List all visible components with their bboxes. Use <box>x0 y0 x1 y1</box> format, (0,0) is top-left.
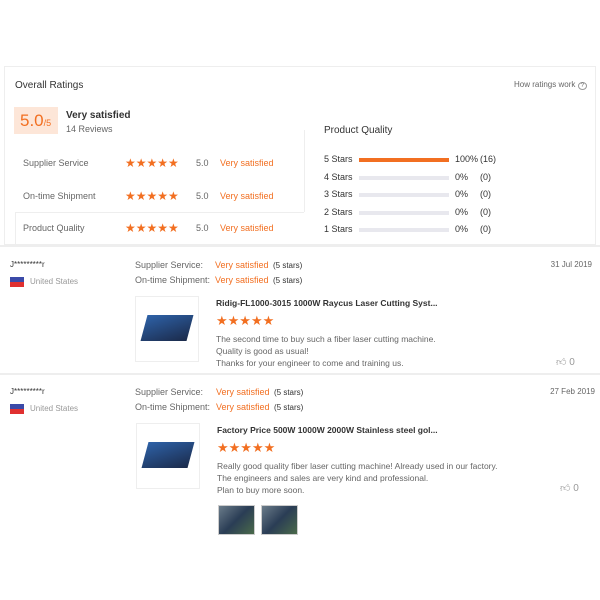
review-text-line: The engineers and sales are very kind an… <box>217 473 429 483</box>
how-ratings-work-link[interactable]: How ratings work ? <box>514 80 587 90</box>
reviewer-name: J*********r <box>10 260 45 269</box>
us-flag-icon <box>10 277 24 287</box>
like-count: 0 <box>569 357 575 368</box>
category-stars: ★★★★★ <box>125 189 179 203</box>
supplier-service-stars: (5 stars) <box>274 388 304 397</box>
category-value: 5.0 <box>196 191 209 201</box>
category-value: 5.0 <box>196 223 209 233</box>
thumbs-up-icon: 👍︎ <box>556 357 567 368</box>
review-photo-thumbnail[interactable] <box>218 505 255 535</box>
overall-ratings-title: Overall Ratings <box>15 80 84 91</box>
shipment-stars: (5 stars) <box>273 276 303 285</box>
review-text-line: The second time to buy such a fiber lase… <box>216 334 436 344</box>
category-name: Supplier Service <box>23 158 89 168</box>
dist-bar <box>359 193 449 197</box>
distribution-title: Product Quality <box>324 125 393 136</box>
product-image[interactable] <box>136 423 200 489</box>
category-name: On-time Shipment <box>23 191 96 201</box>
product-title-link[interactable]: Ridig-FL1000-3015 1000W Raycus Laser Cut… <box>216 298 438 308</box>
dist-label: 5 Stars <box>324 154 353 164</box>
review-text-line: Quality is good as usual! <box>216 346 309 356</box>
dist-percent: 0% <box>455 189 469 199</box>
dist-label: 1 Stars <box>324 224 353 234</box>
dist-bar <box>359 210 449 215</box>
dist-count: (0) <box>480 224 491 234</box>
product-title-link[interactable]: Factory Price 500W 1000W 2000W Stainless… <box>217 425 438 435</box>
help-icon: ? <box>577 82 587 90</box>
review-date: 27 Feb 2019 <box>550 387 595 396</box>
dist-percent: 0% <box>455 171 469 182</box>
like-button[interactable]: 👍︎ 0 <box>556 356 575 368</box>
reviewer-country: United States <box>30 277 79 286</box>
shipment-stars: (5 stars) <box>274 403 304 412</box>
supplier-service-value: Very satisfied <box>215 260 269 270</box>
shipment-value: Very satisfied <box>216 402 270 412</box>
dist-count: (0) <box>480 189 491 199</box>
dist-bar <box>359 158 449 162</box>
dist-percent: 100% <box>455 154 479 164</box>
review-text-line: Really good quality fiber laser cutting … <box>217 461 498 471</box>
reviewer-name: J*********r <box>10 387 45 396</box>
reviewer-country: United States <box>30 404 79 413</box>
supplier-service-label: Supplier Service: <box>135 387 204 397</box>
dist-label: 4 Stars <box>324 171 353 182</box>
review-text-line: Thanks for your engineer to come and tra… <box>216 358 404 368</box>
like-button[interactable]: 👍︎ 0 <box>560 482 579 494</box>
review-photo-thumbnail[interactable] <box>261 505 298 535</box>
dist-bar <box>359 228 449 232</box>
thumbs-up-icon: 👍︎ <box>560 483 571 494</box>
dist-count: (16) <box>480 154 497 164</box>
dist-bar <box>359 175 449 180</box>
like-count: 0 <box>573 483 579 494</box>
product-image[interactable] <box>135 296 199 362</box>
overall-score: 5.0/5 <box>14 107 58 134</box>
supplier-service-stars: (5 stars) <box>273 261 303 270</box>
category-label: Very satisfied <box>220 223 274 233</box>
category-stars: ★★★★★ <box>125 221 179 235</box>
category-name: Product Quality <box>23 223 85 233</box>
dist-percent: 0% <box>455 224 469 234</box>
review-stars: ★★★★★ <box>216 313 275 328</box>
shipment-label: On-time Shipment: <box>135 402 211 412</box>
shipment-value: Very satisfied <box>215 275 269 285</box>
category-label: Very satisfied <box>220 191 274 201</box>
shipment-label: On-time Shipment: <box>135 275 211 285</box>
category-stars: ★★★★★ <box>125 156 179 170</box>
review-count: 14 Reviews <box>66 124 113 134</box>
supplier-service-label: Supplier Service: <box>135 260 204 270</box>
dist-count: (0) <box>480 171 491 182</box>
review-date: 31 Jul 2019 <box>550 260 592 269</box>
category-label: Very satisfied <box>220 158 274 168</box>
review-text-line: Plan to buy more soon. <box>217 485 305 495</box>
dist-label: 3 Stars <box>324 189 353 199</box>
review-stars: ★★★★★ <box>217 440 276 455</box>
dist-count: (0) <box>480 206 491 217</box>
overall-label: Very satisfied <box>66 110 131 121</box>
category-value: 5.0 <box>196 158 209 168</box>
dist-label: 2 Stars <box>324 206 353 217</box>
supplier-service-value: Very satisfied <box>216 387 270 397</box>
us-flag-icon <box>10 404 24 414</box>
dist-percent: 0% <box>455 206 469 217</box>
